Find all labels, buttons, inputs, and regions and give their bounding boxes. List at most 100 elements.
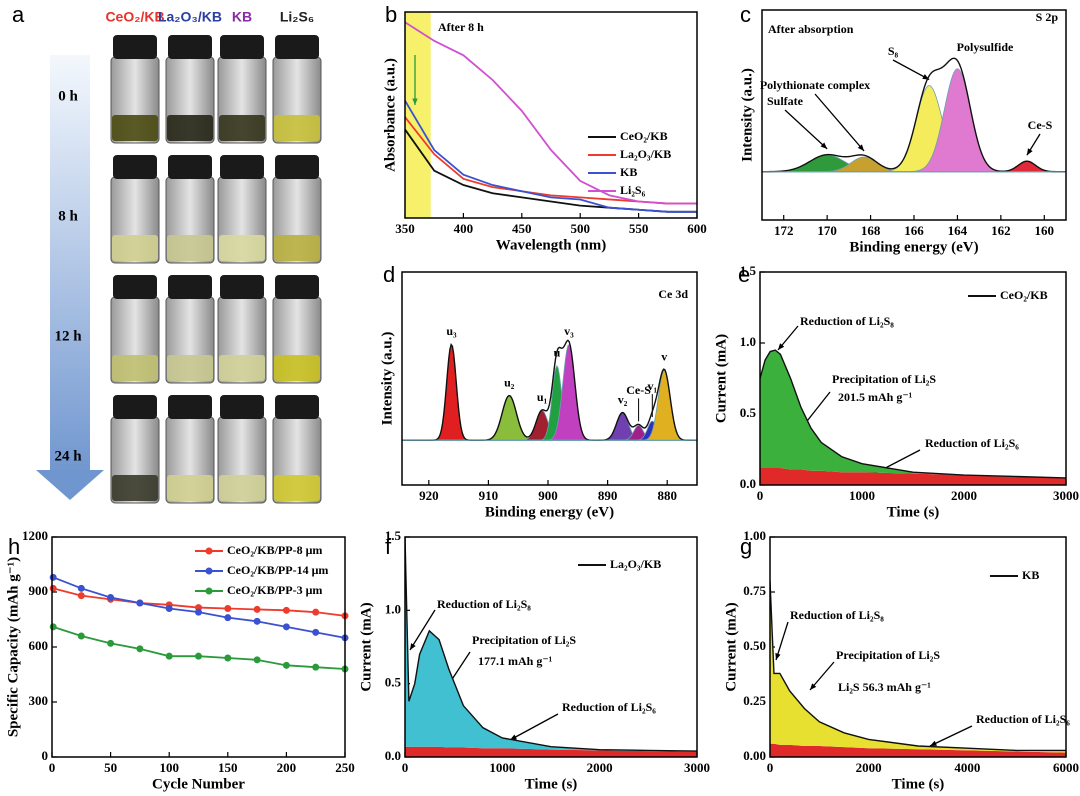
plot-frame (761, 9, 1067, 221)
x-tick-label: 50 (104, 760, 117, 775)
peak-label: v₁ (647, 379, 657, 393)
vial-liquid (167, 235, 213, 261)
y-tick-label: 0.00 (743, 748, 766, 763)
y-tick-label: 0.0 (740, 476, 756, 491)
y-tick-label: 900 (29, 583, 49, 598)
x-axis-label: Wavelength (nm) (496, 237, 606, 253)
annotation: Precipitation of Li₂S (832, 372, 936, 386)
annotation-arrow (814, 93, 865, 152)
point (312, 628, 320, 636)
vial-liquid (274, 115, 320, 141)
y-tick-label: 0.5 (385, 675, 402, 690)
point (312, 663, 320, 671)
legend-label: CeO₂/KB/PP-8 μm (227, 543, 322, 557)
baseline-area (760, 467, 1066, 485)
panel-letter: a (12, 2, 25, 27)
point (77, 584, 85, 592)
annotation: Reduction of Li₂S₈ (800, 314, 894, 328)
y-tick-label: 1.5 (385, 528, 402, 543)
arrow-head (810, 683, 817, 690)
time-label: 24 h (54, 448, 82, 464)
vial-liquid (219, 235, 265, 261)
arrow-head (412, 98, 418, 105)
annotation: Ce 3d (658, 287, 688, 301)
annotation-arrow (409, 609, 436, 651)
point (253, 605, 261, 613)
annotation: Li₂S 56.3 mAh g⁻¹ (838, 680, 931, 694)
vial-cap (168, 275, 212, 299)
peak-label: v₂ (618, 392, 628, 406)
x-tick-label: 100 (159, 760, 179, 775)
y-axis-label: Intensity (a.u.) (379, 332, 395, 426)
panel-letter: f (385, 534, 392, 559)
arrow-head (778, 343, 785, 350)
x-tick-label: 164 (948, 223, 968, 238)
vial-cap (113, 155, 157, 179)
plot-frame (404, 11, 698, 219)
envelope (762, 57, 1066, 173)
point (195, 608, 202, 616)
arrow-head (857, 144, 865, 151)
x-tick-label: 2000 (856, 760, 882, 775)
current-line (760, 349, 1066, 479)
legend-label: La₂O₃/KB (620, 147, 671, 161)
series-line (404, 21, 697, 205)
point (107, 639, 115, 647)
annotation-arrow (509, 713, 559, 741)
arrow-head (36, 470, 104, 500)
vial-liquid (219, 115, 265, 141)
point (49, 623, 57, 631)
legend-label: CeO₂/KB/PP-14 μm (227, 563, 328, 577)
vial-cap (168, 155, 212, 179)
vial-liquid (219, 355, 265, 381)
peak-label: Polythionate complex (760, 78, 870, 92)
x-axis-label: Binding energy (eV) (849, 239, 978, 255)
point (165, 605, 173, 612)
vial-cap (220, 35, 264, 59)
peak-area (405, 537, 697, 752)
x-tick-label: 450 (512, 221, 532, 236)
peak-label: u₃ (446, 324, 457, 338)
point (165, 652, 173, 660)
vial-liquid (274, 355, 320, 381)
point (282, 623, 290, 631)
x-tick-label: 162 (991, 223, 1011, 238)
envelope (402, 339, 697, 441)
point (49, 584, 57, 592)
vial-cap (220, 275, 264, 299)
vial-liquid (167, 475, 213, 501)
annotation: Reduction of Li₂S₈ (437, 597, 531, 611)
current-line (770, 580, 1066, 752)
annotation: 201.5 mAh g⁻¹ (838, 390, 913, 404)
time-label: 8 h (58, 208, 78, 224)
legend-marker (205, 587, 213, 595)
legend-marker (205, 547, 213, 555)
vial-cap (220, 395, 264, 419)
arrow-head (820, 142, 828, 149)
annotation: After absorption (768, 22, 854, 36)
vial-cap (220, 155, 264, 179)
annotation: Precipitation of Li₂S (836, 648, 940, 662)
baseline-area (405, 746, 697, 757)
x-axis-label: Binding energy (eV) (485, 504, 614, 520)
vial-liquid (274, 475, 320, 501)
highlight-band (405, 12, 431, 218)
arrow-head (510, 734, 517, 740)
legend-label: KB (1022, 568, 1039, 582)
annotation: Reduction of Li₂S₈ (790, 608, 884, 622)
y-tick-label: 0.50 (743, 638, 766, 653)
peak-label: u₂ (504, 375, 515, 389)
plot-frame (51, 536, 346, 758)
annotation: Reduction of Li₂S₆ (562, 700, 656, 714)
peak-label: v (661, 350, 667, 364)
legend-marker (205, 567, 213, 575)
y-tick-label: 0.0 (385, 748, 401, 763)
vial-cap (113, 395, 157, 419)
panel-letter: c (740, 2, 751, 27)
x-tick-label: 900 (538, 488, 558, 503)
y-axis-label: Absorbance (a.u.) (382, 58, 398, 172)
vial-liquid (112, 115, 158, 141)
peak-label: S₈ (888, 44, 899, 58)
vial-cap (168, 395, 212, 419)
